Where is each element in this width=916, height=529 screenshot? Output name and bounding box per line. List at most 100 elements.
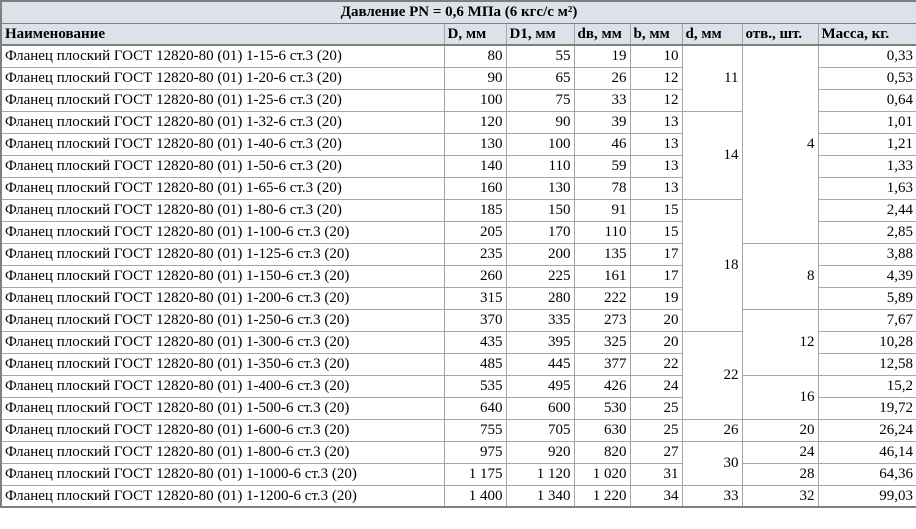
table-row: Фланец плоский ГОСТ 12820-80 (01) 1-50-6… <box>0 154 916 178</box>
cell-D: 370 <box>443 308 507 332</box>
cell-D1: 600 <box>505 396 575 420</box>
cell-b: 19 <box>629 286 683 310</box>
table-row: Фланец плоский ГОСТ 12820-80 (01) 1-350-… <box>0 352 916 376</box>
cell-D: 80 <box>443 44 507 68</box>
cell-b: 13 <box>629 176 683 200</box>
cell-d: 11 <box>681 44 743 112</box>
cell-name: Фланец плоский ГОСТ 12820-80 (01) 1-32-6… <box>0 110 445 134</box>
table-row: Фланец плоский ГОСТ 12820-80 (01) 1-400-… <box>0 374 916 420</box>
table-row: Фланец плоский ГОСТ 12820-80 (01) 1-1000… <box>0 462 916 486</box>
cell-b: 17 <box>629 242 683 266</box>
table-row: Фланец плоский ГОСТ 12820-80 (01) 1-15-6… <box>0 44 916 244</box>
cell-dv: 39 <box>573 110 631 134</box>
cell-name: Фланец плоский ГОСТ 12820-80 (01) 1-250-… <box>0 308 445 332</box>
cell-dv: 377 <box>573 352 631 376</box>
cell-otv: 12 <box>741 308 819 376</box>
cell-name: Фланец плоский ГОСТ 12820-80 (01) 1-200-… <box>0 286 445 310</box>
cell-b: 20 <box>629 308 683 332</box>
cell-D1: 445 <box>505 352 575 376</box>
table-row: Фланец плоский ГОСТ 12820-80 (01) 1-200-… <box>0 286 916 310</box>
cell-D: 90 <box>443 66 507 90</box>
table-body: Фланец плоский ГОСТ 12820-80 (01) 1-15-6… <box>0 44 916 508</box>
cell-D: 535 <box>443 374 507 398</box>
cell-mass: 19,72 <box>817 396 916 420</box>
cell-mass: 5,89 <box>817 286 916 310</box>
column-header-b-mm: b, мм <box>629 22 683 46</box>
cell-dv: 161 <box>573 264 631 288</box>
cell-b: 24 <box>629 374 683 398</box>
column-header-name: Наименование <box>0 22 445 46</box>
table-row: Фланец плоский ГОСТ 12820-80 (01) 1-600-… <box>0 418 916 442</box>
cell-name: Фланец плоский ГОСТ 12820-80 (01) 1-50-6… <box>0 154 445 178</box>
cell-name: Фланец плоский ГОСТ 12820-80 (01) 1-20-6… <box>0 66 445 90</box>
cell-dv: 19 <box>573 44 631 68</box>
cell-otv: 24 <box>741 440 819 464</box>
cell-D1: 1 120 <box>505 462 575 486</box>
cell-mass: 2,85 <box>817 220 916 244</box>
cell-D: 485 <box>443 352 507 376</box>
column-header-mass-kg: Масса, кг. <box>817 22 916 46</box>
cell-D: 755 <box>443 418 507 442</box>
cell-otv: 28 <box>741 462 819 486</box>
cell-otv: 8 <box>741 242 819 310</box>
cell-mass: 2,44 <box>817 198 916 222</box>
cell-b: 13 <box>629 110 683 134</box>
cell-D1: 495 <box>505 374 575 398</box>
cell-D1: 1 340 <box>505 484 575 508</box>
cell-mass: 46,14 <box>817 440 916 464</box>
cell-name: Фланец плоский ГОСТ 12820-80 (01) 1-300-… <box>0 330 445 354</box>
cell-mass: 64,36 <box>817 462 916 486</box>
cell-otv: 16 <box>741 374 819 420</box>
cell-mass: 26,24 <box>817 418 916 442</box>
cell-b: 31 <box>629 462 683 486</box>
cell-dv: 530 <box>573 396 631 420</box>
cell-D1: 100 <box>505 132 575 156</box>
cell-d: 14 <box>681 110 743 200</box>
cell-d: 26 <box>681 418 743 442</box>
cell-D1: 170 <box>505 220 575 244</box>
cell-D1: 90 <box>505 110 575 134</box>
cell-dv: 1 220 <box>573 484 631 508</box>
cell-D1: 110 <box>505 154 575 178</box>
cell-D: 205 <box>443 220 507 244</box>
cell-mass: 1,01 <box>817 110 916 134</box>
cell-mass: 10,28 <box>817 330 916 354</box>
cell-D1: 75 <box>505 88 575 112</box>
cell-D: 130 <box>443 132 507 156</box>
cell-name: Фланец плоский ГОСТ 12820-80 (01) 1-1200… <box>0 484 445 508</box>
cell-mass: 15,2 <box>817 374 916 398</box>
cell-b: 22 <box>629 352 683 376</box>
cell-name: Фланец плоский ГОСТ 12820-80 (01) 1-25-6… <box>0 88 445 112</box>
cell-name: Фланец плоский ГОСТ 12820-80 (01) 1-150-… <box>0 264 445 288</box>
table-row: Фланец плоский ГОСТ 12820-80 (01) 1-1200… <box>0 484 916 508</box>
cell-D1: 280 <box>505 286 575 310</box>
cell-mass: 12,58 <box>817 352 916 376</box>
cell-b: 20 <box>629 330 683 354</box>
cell-D: 1 400 <box>443 484 507 508</box>
cell-mass: 0,33 <box>817 44 916 68</box>
cell-D1: 150 <box>505 198 575 222</box>
cell-dv: 59 <box>573 154 631 178</box>
cell-mass: 3,88 <box>817 242 916 266</box>
cell-D: 260 <box>443 264 507 288</box>
cell-D1: 920 <box>505 440 575 464</box>
cell-dv: 273 <box>573 308 631 332</box>
cell-dv: 222 <box>573 286 631 310</box>
cell-D: 975 <box>443 440 507 464</box>
table-row: Фланец плоский ГОСТ 12820-80 (01) 1-40-6… <box>0 132 916 156</box>
cell-D: 100 <box>443 88 507 112</box>
cell-D1: 335 <box>505 308 575 332</box>
cell-mass: 1,21 <box>817 132 916 156</box>
cell-name: Фланец плоский ГОСТ 12820-80 (01) 1-125-… <box>0 242 445 266</box>
cell-d: 33 <box>681 484 743 508</box>
cell-D1: 395 <box>505 330 575 354</box>
column-header-holes: отв., шт. <box>741 22 819 46</box>
cell-D1: 200 <box>505 242 575 266</box>
cell-D1: 65 <box>505 66 575 90</box>
table-row: Фланец плоский ГОСТ 12820-80 (01) 1-250-… <box>0 308 916 376</box>
cell-D: 435 <box>443 330 507 354</box>
cell-name: Фланец плоский ГОСТ 12820-80 (01) 1-40-6… <box>0 132 445 156</box>
cell-d: 30 <box>681 440 743 486</box>
cell-dv: 820 <box>573 440 631 464</box>
cell-b: 13 <box>629 154 683 178</box>
